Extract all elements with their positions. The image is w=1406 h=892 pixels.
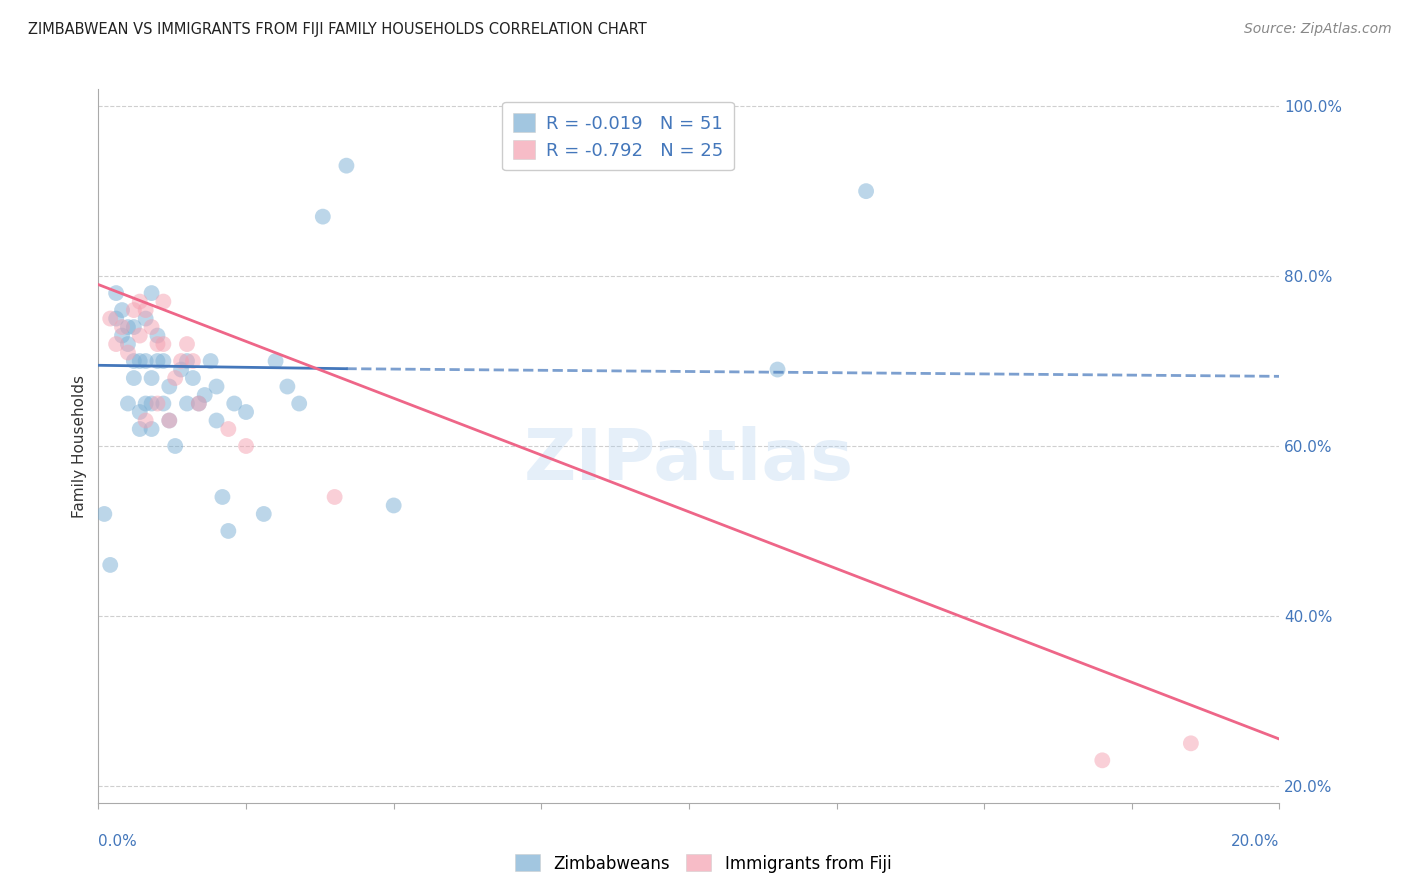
Point (105, 337, 128, 351)
Point (128, 405, 150, 419)
Point (205, 413, 228, 427)
Point (276, 379, 298, 393)
Legend: R = -0.019   N = 51, R = -0.792   N = 25: R = -0.019 N = 51, R = -0.792 N = 25 (502, 102, 734, 170)
Point (117, 396, 139, 410)
Point (187, 396, 209, 410)
Point (165, 439, 187, 453)
Point (165, 371, 187, 385)
Point (235, 439, 257, 453)
Point (146, 328, 169, 343)
Point (157, 413, 180, 427)
Point (181, 354, 204, 368)
Point (135, 354, 157, 368)
Point (176, 396, 198, 410)
Point (111, 328, 134, 343)
Point (1180, 736, 1202, 750)
Point (152, 337, 174, 351)
Text: 20.0%: 20.0% (1232, 834, 1279, 849)
Point (135, 413, 157, 427)
Point (181, 371, 204, 385)
Point (128, 422, 150, 436)
Point (117, 320, 139, 334)
Point (152, 396, 174, 410)
Point (117, 337, 139, 351)
Point (170, 354, 193, 368)
Point (176, 354, 198, 368)
Point (111, 320, 134, 334)
Point (122, 320, 145, 334)
Point (766, 362, 789, 376)
Point (141, 320, 163, 334)
Point (253, 507, 276, 521)
Point (288, 396, 311, 410)
Point (98, 558, 121, 572)
Point (122, 371, 145, 385)
Point (141, 371, 163, 385)
Point (855, 184, 877, 198)
Point (187, 396, 209, 410)
Point (105, 311, 128, 326)
Legend: Zimbabweans, Immigrants from Fiji: Zimbabweans, Immigrants from Fiji (508, 847, 898, 880)
Text: ZIPatlas: ZIPatlas (524, 425, 853, 495)
Point (93, 507, 115, 521)
Y-axis label: Family Households: Family Households (72, 375, 87, 517)
Point (141, 286, 163, 301)
Point (194, 388, 217, 402)
Point (146, 354, 169, 368)
Point (128, 354, 150, 368)
Point (135, 303, 157, 318)
Point (211, 490, 233, 504)
Point (1091, 753, 1114, 767)
Point (264, 354, 287, 368)
Point (157, 413, 180, 427)
Text: 0.0%: 0.0% (98, 834, 138, 849)
Point (152, 294, 174, 309)
Point (105, 286, 128, 301)
Point (176, 337, 198, 351)
Point (135, 311, 157, 326)
Point (312, 210, 335, 224)
Point (122, 303, 145, 318)
Point (170, 362, 193, 376)
Point (122, 354, 145, 368)
Point (335, 159, 357, 173)
Point (323, 490, 346, 504)
Point (200, 354, 222, 368)
Point (135, 396, 157, 410)
Point (224, 396, 246, 410)
Point (382, 499, 405, 513)
Point (235, 405, 257, 419)
Point (217, 524, 239, 538)
Point (217, 422, 239, 436)
Point (117, 345, 139, 359)
Point (141, 396, 163, 410)
Point (111, 303, 134, 318)
Point (98, 311, 121, 326)
Point (146, 396, 169, 410)
Point (205, 379, 228, 393)
Point (152, 354, 174, 368)
Text: Source: ZipAtlas.com: Source: ZipAtlas.com (1244, 22, 1392, 37)
Point (128, 328, 150, 343)
Text: ZIMBABWEAN VS IMMIGRANTS FROM FIJI FAMILY HOUSEHOLDS CORRELATION CHART: ZIMBABWEAN VS IMMIGRANTS FROM FIJI FAMIL… (28, 22, 647, 37)
Point (146, 337, 169, 351)
Point (128, 294, 150, 309)
Point (141, 422, 163, 436)
Point (157, 379, 180, 393)
